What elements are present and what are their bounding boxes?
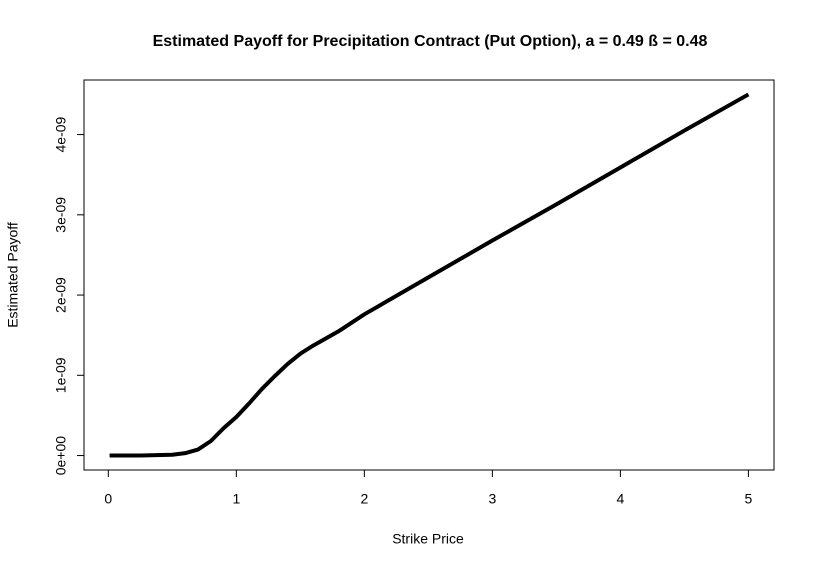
x-tick-label: 5	[744, 491, 752, 507]
y-tick-label: 2e-09	[53, 277, 69, 313]
y-axis-label: Estimated Payoff	[5, 222, 21, 328]
x-axis-label: Strike Price	[392, 531, 464, 547]
x-tick-label: 3	[488, 491, 496, 507]
y-tick-label: 3e-09	[53, 197, 69, 233]
y-tick-label: 0e+00	[53, 436, 69, 476]
y-tick-label: 1e-09	[53, 357, 69, 393]
chart-title: Estimated Payoff for Precipitation Contr…	[153, 33, 708, 50]
x-tick-label: 1	[232, 491, 240, 507]
x-tick-label: 0	[104, 491, 112, 507]
data-line	[109, 92, 750, 458]
y-tick-label: 4e-09	[53, 116, 69, 152]
x-tick-label: 4	[616, 491, 624, 507]
x-tick-label: 2	[360, 491, 368, 507]
